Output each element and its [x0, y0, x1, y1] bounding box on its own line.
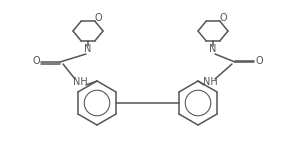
Text: NH: NH [203, 77, 217, 87]
Text: O: O [220, 13, 227, 23]
Text: NH: NH [73, 77, 87, 87]
Text: N: N [209, 44, 217, 54]
Text: O: O [95, 13, 103, 23]
Text: N: N [84, 44, 92, 54]
Text: O: O [255, 56, 263, 66]
Text: O: O [32, 56, 40, 66]
